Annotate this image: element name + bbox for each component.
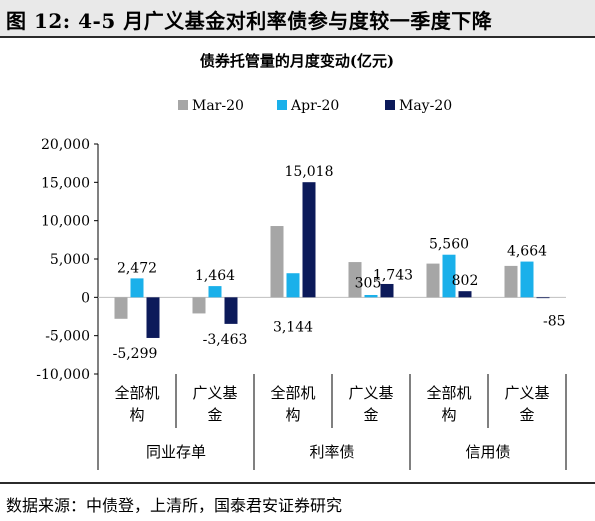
bar-Apr-20-4 [442, 254, 456, 298]
x-category-label: 全部机 [270, 384, 315, 402]
x-category-label: 金 [207, 406, 222, 424]
bar-Apr-20-5 [520, 261, 534, 298]
data-label: -3,463 [203, 332, 248, 348]
legend-swatch-Mar-20 [178, 100, 188, 110]
source-note: 数据来源：中债登，上清所，国泰君安证券研究 [6, 496, 343, 515]
x-category-label: 广义基 [348, 384, 393, 402]
y-tick-label: -10,000 [36, 367, 90, 383]
bar-May-20-4 [458, 291, 472, 298]
y-tick-label: 15,000 [41, 175, 90, 191]
bar-Mar-20-3 [348, 262, 362, 298]
data-label: 5,560 [429, 237, 469, 253]
bar-chart: 债券托管量的月度变动(亿元) Mar-20 Apr-20 May-20 20,000 15… [36, 52, 567, 470]
bar-Mar-20-2 [270, 226, 284, 298]
legend-swatch-May-20 [385, 100, 395, 110]
data-label: 802 [452, 273, 479, 289]
x-category-label: 构 [129, 406, 144, 424]
bar-Mar-20-1 [192, 297, 206, 314]
data-label: 1,464 [195, 268, 235, 284]
data-label: 305 [355, 275, 382, 291]
x-category-label: 金 [363, 406, 378, 424]
bar-Mar-20-0 [114, 297, 128, 319]
y-tick-label: 20,000 [41, 137, 90, 153]
x-category-label: 构 [441, 406, 456, 424]
legend-label-May-20: May-20 [399, 98, 452, 114]
x-category-label: 全部机 [426, 384, 471, 402]
bar-Apr-20-3 [364, 294, 378, 298]
bar-Apr-20-1 [208, 286, 222, 298]
y-tick-label: 5,000 [50, 252, 90, 268]
x-category-label: 广义基 [192, 384, 237, 402]
data-label: 2,472 [117, 260, 157, 276]
data-label: 4,664 [507, 244, 547, 260]
y-tick-label: 0 [81, 290, 90, 306]
bar-Apr-20-0 [130, 278, 144, 298]
figure-header: 图 12: 4-5 月广义基金对利率债参与度较一季度下降 [0, 0, 595, 38]
data-label: -5,299 [113, 346, 158, 362]
figure-title: 图 12: 4-5 月广义基金对利率债参与度较一季度下降 [6, 9, 493, 33]
bar-May-20-0 [146, 297, 160, 338]
data-label: 1,743 [373, 267, 413, 283]
bar-Apr-20-2 [286, 273, 300, 298]
data-label: 15,018 [285, 164, 334, 180]
bar-May-20-3 [380, 283, 394, 298]
x-group-label: 利率债 [309, 443, 354, 461]
figure-footer: 数据来源：中债登，上清所，国泰君安证券研究 [0, 482, 595, 521]
legend-swatch-Apr-20 [277, 100, 287, 110]
bar-Mar-20-4 [426, 263, 440, 298]
bar-May-20-2 [302, 182, 316, 298]
x-category-label: 金 [519, 406, 534, 424]
x-category-label: 广义基 [504, 384, 549, 402]
x-group-label: 信用债 [465, 443, 510, 461]
y-tick-label: -5,000 [45, 329, 90, 345]
legend-label-Apr-20: Apr-20 [290, 98, 339, 114]
chart-title: 债券托管量的月度变动(亿元) [200, 52, 394, 70]
bar-May-20-1 [224, 297, 238, 324]
data-label: 3,144 [273, 319, 313, 335]
bar-Mar-20-5 [504, 265, 518, 298]
x-category-label: 全部机 [114, 384, 159, 402]
x-category-label: 构 [285, 406, 300, 424]
y-tick-label: 10,000 [41, 214, 90, 230]
data-label: -85 [543, 313, 566, 329]
legend-label-Mar-20: Mar-20 [192, 98, 244, 114]
x-group-label: 同业存单 [146, 443, 206, 461]
bar-May-20-5 [536, 297, 550, 299]
